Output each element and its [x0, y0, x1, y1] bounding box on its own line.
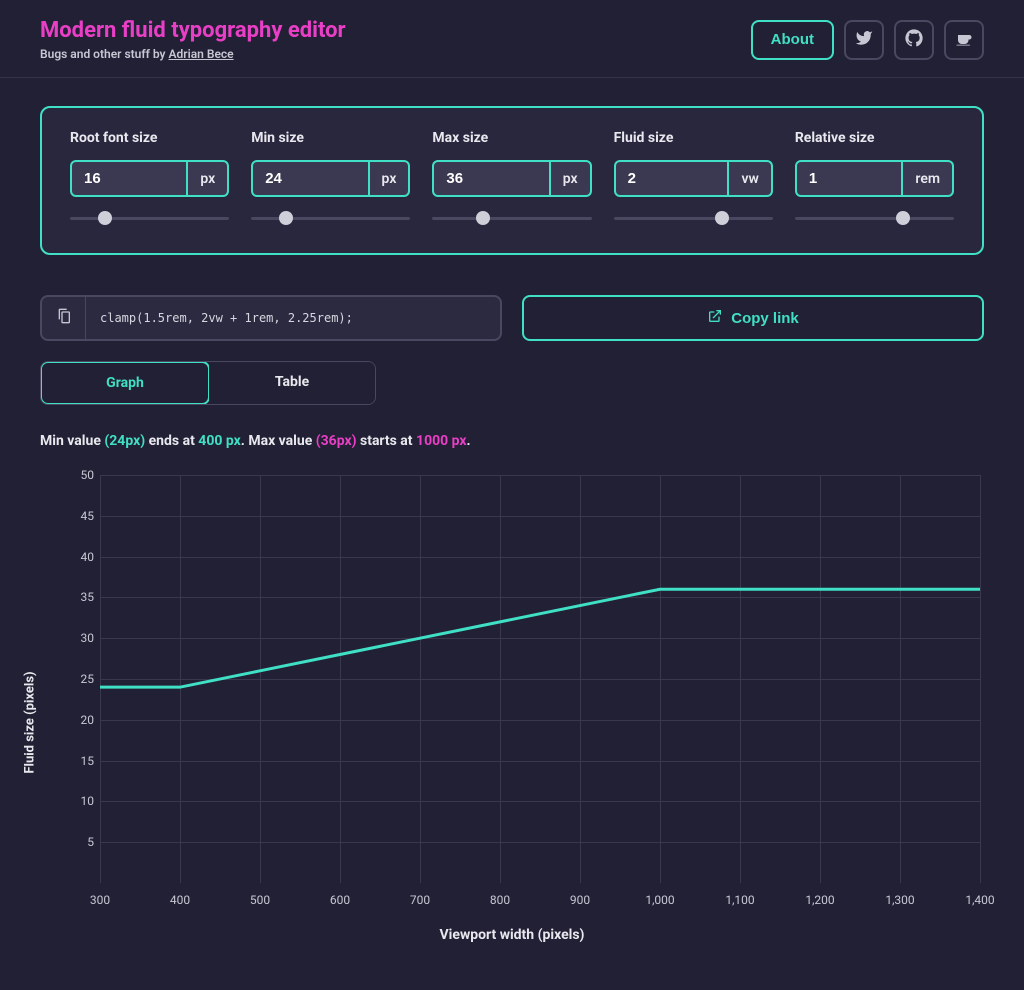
control-slider[interactable] — [70, 211, 229, 225]
code-snippet: clamp(1.5rem, 2vw + 1rem, 2.25rem); — [86, 297, 367, 339]
xtick: 1,100 — [725, 893, 754, 907]
control-label: Min size — [251, 130, 410, 146]
control-input[interactable] — [434, 162, 548, 195]
ytick: 45 — [72, 509, 94, 523]
copy-link-button[interactable]: Copy link — [522, 295, 984, 341]
summary-min-vw: 400 px — [198, 433, 240, 449]
xtick: 800 — [490, 893, 510, 907]
ytick: 25 — [72, 672, 94, 686]
control-label: Relative size — [795, 130, 954, 146]
ytick: 5 — [72, 835, 94, 849]
control-fluid-size: Fluid size vw — [614, 130, 773, 225]
ytick: 10 — [72, 794, 94, 808]
xtick: 1,000 — [645, 893, 674, 907]
control-unit: px — [368, 162, 409, 195]
chart-series — [100, 475, 980, 883]
control-min-size: Min size px — [251, 130, 410, 225]
ytick: 30 — [72, 631, 94, 645]
ytick: 15 — [72, 754, 94, 768]
control-label: Max size — [432, 130, 591, 146]
control-slider[interactable] — [432, 211, 591, 225]
coffee-icon — [955, 29, 973, 50]
control-max-size: Max size px — [432, 130, 591, 225]
about-button[interactable]: About — [751, 20, 834, 60]
control-input[interactable] — [616, 162, 728, 195]
xtick: 700 — [410, 893, 430, 907]
xtick: 400 — [170, 893, 190, 907]
xtick: 1,200 — [805, 893, 834, 907]
github-button[interactable] — [894, 20, 934, 60]
xtick: 300 — [90, 893, 110, 907]
xtick: 500 — [250, 893, 270, 907]
ytick: 40 — [72, 550, 94, 564]
xtick: 900 — [570, 893, 590, 907]
summary-text: Min value (24px) ends at 400 px. Max val… — [40, 433, 984, 449]
summary-max-vw: 1000 px — [416, 433, 467, 449]
control-slider[interactable] — [795, 211, 954, 225]
ytick: 20 — [72, 713, 94, 727]
control-root-font-size: Root font size px — [70, 130, 229, 225]
coffee-button[interactable] — [944, 20, 984, 60]
control-unit: px — [186, 162, 227, 195]
copy-snippet-button[interactable] — [42, 297, 86, 339]
github-icon — [905, 29, 923, 50]
control-input[interactable] — [253, 162, 367, 195]
subtitle: Bugs and other stuff by Adrian Bece — [40, 47, 346, 61]
control-unit: rem — [901, 162, 952, 195]
xtick: 1,400 — [965, 893, 994, 907]
app-title: Modern fluid typography editor — [40, 18, 346, 43]
control-relative-size: Relative size rem — [795, 130, 954, 225]
copy-link-label: Copy link — [731, 310, 799, 327]
twitter-button[interactable] — [844, 20, 884, 60]
ytick: 50 — [72, 468, 94, 482]
view-tabs: Graph Table — [40, 361, 376, 405]
control-unit: vw — [727, 162, 770, 195]
subtitle-prefix: Bugs and other stuff by — [40, 47, 169, 61]
chart: Fluid size (pixels) 5101520253035404550 … — [40, 475, 984, 955]
summary-min-px: (24px) — [104, 433, 145, 449]
control-unit: px — [549, 162, 590, 195]
tab-table[interactable]: Table — [209, 362, 375, 404]
twitter-icon — [855, 29, 873, 50]
share-icon — [707, 308, 723, 328]
control-label: Fluid size — [614, 130, 773, 146]
author-link[interactable]: Adrian Bece — [169, 47, 234, 61]
clipboard-icon — [56, 308, 72, 328]
ytick: 35 — [72, 590, 94, 604]
control-input[interactable] — [72, 162, 186, 195]
summary-max-px: (36px) — [316, 433, 357, 449]
controls-panel: Root font size px Min size px Max size p… — [40, 106, 984, 255]
control-slider[interactable] — [251, 211, 410, 225]
control-label: Root font size — [70, 130, 229, 146]
chart-ylabel: Fluid size (pixels) — [23, 671, 38, 773]
xtick: 1,300 — [885, 893, 914, 907]
chart-xlabel: Viewport width (pixels) — [40, 927, 984, 943]
control-slider[interactable] — [614, 211, 773, 225]
control-input[interactable] — [797, 162, 902, 195]
xtick: 600 — [330, 893, 350, 907]
tab-graph[interactable]: Graph — [40, 361, 210, 405]
code-box: clamp(1.5rem, 2vw + 1rem, 2.25rem); — [40, 295, 502, 341]
